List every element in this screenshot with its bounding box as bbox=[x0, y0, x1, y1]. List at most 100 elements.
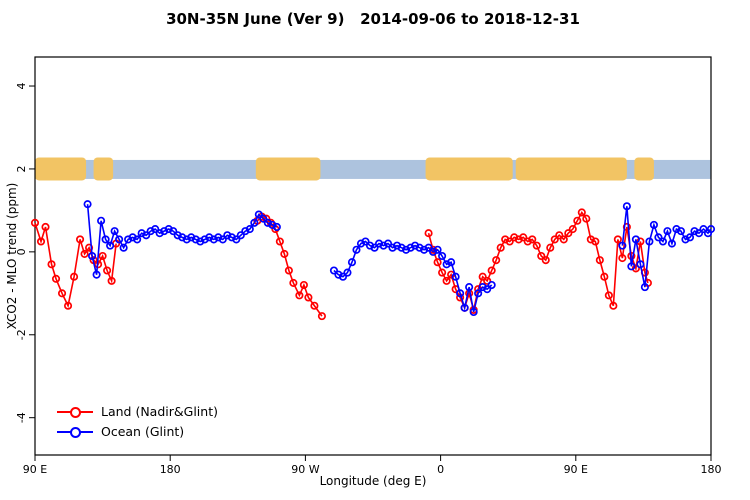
data-point-marker bbox=[338, 272, 348, 281]
data-point-marker bbox=[694, 229, 704, 238]
data-point-marker bbox=[483, 285, 492, 294]
data-point-marker bbox=[173, 231, 182, 240]
map-strip-land bbox=[93, 157, 114, 181]
data-point-marker bbox=[685, 233, 695, 242]
data-point-marker bbox=[420, 245, 429, 254]
data-point-marker bbox=[600, 272, 609, 281]
data-point-marker bbox=[110, 227, 119, 236]
data-point-marker bbox=[501, 235, 510, 244]
data-point-marker bbox=[241, 227, 250, 236]
series-line bbox=[34, 222, 117, 309]
data-point-marker bbox=[613, 235, 622, 244]
data-point-marker bbox=[374, 239, 384, 248]
data-point-marker bbox=[433, 258, 442, 267]
data-point-marker bbox=[352, 245, 361, 254]
data-point-marker bbox=[667, 239, 676, 248]
data-point-marker bbox=[658, 237, 667, 246]
x-tick-label: 0 bbox=[437, 463, 444, 476]
data-point-marker bbox=[299, 280, 308, 290]
legend-marker-land-icon bbox=[57, 404, 93, 420]
data-point-marker bbox=[317, 312, 326, 321]
data-point-marker bbox=[573, 216, 582, 225]
data-point-marker bbox=[263, 218, 272, 227]
data-point-marker bbox=[209, 235, 218, 244]
series-line bbox=[256, 215, 323, 317]
data-point-marker bbox=[250, 218, 259, 227]
data-point-marker bbox=[119, 243, 128, 252]
data-point-marker bbox=[76, 235, 85, 244]
data-point-marker bbox=[681, 235, 690, 244]
data-point-marker bbox=[388, 243, 397, 252]
data-point-marker bbox=[146, 227, 155, 236]
data-point-marker bbox=[401, 245, 411, 254]
data-point-marker bbox=[591, 237, 600, 246]
data-point-marker bbox=[586, 235, 595, 244]
legend-item-land: Land (Nadir&Glint) bbox=[57, 404, 218, 420]
legend-label-land: Land (Nadir&Glint) bbox=[101, 404, 218, 419]
data-point-marker bbox=[537, 251, 546, 261]
data-point-marker bbox=[280, 249, 289, 258]
data-point-marker bbox=[160, 227, 169, 236]
data-point-marker bbox=[304, 293, 313, 302]
data-point-marker bbox=[133, 235, 142, 244]
data-point-marker bbox=[178, 233, 187, 242]
data-point-marker bbox=[618, 241, 627, 250]
series-line bbox=[621, 206, 712, 288]
data-point-marker bbox=[424, 243, 433, 252]
data-point-marker bbox=[268, 220, 277, 229]
data-point-marker bbox=[36, 237, 46, 246]
data-point-marker bbox=[442, 276, 451, 285]
data-point-marker bbox=[528, 235, 537, 244]
data-point-marker bbox=[356, 239, 366, 248]
legend-circle-land-icon bbox=[70, 407, 81, 418]
data-point-marker bbox=[622, 222, 631, 232]
plot-border bbox=[34, 56, 712, 456]
data-point-marker bbox=[275, 237, 284, 246]
data-point-marker bbox=[98, 251, 107, 261]
data-point-marker bbox=[627, 262, 636, 271]
data-point-marker bbox=[568, 225, 577, 234]
data-point-marker bbox=[706, 225, 716, 234]
data-point-marker bbox=[636, 237, 645, 246]
data-point-marker bbox=[550, 235, 559, 244]
x-tick-label: 90 W bbox=[291, 463, 319, 476]
data-point-marker bbox=[200, 235, 209, 244]
data-point-marker bbox=[672, 225, 681, 234]
map-strip-land bbox=[515, 157, 627, 181]
data-point-marker bbox=[88, 251, 97, 261]
y-tick-label: -4 bbox=[15, 412, 28, 423]
chart-title: 30N-35N June (Ver 9) 2014-09-06 to 2018-… bbox=[166, 10, 580, 28]
data-point-marker bbox=[604, 291, 613, 300]
data-point-marker bbox=[559, 235, 568, 244]
x-tick-label: 180 bbox=[701, 463, 722, 476]
data-point-marker bbox=[51, 274, 61, 283]
data-point-marker bbox=[103, 266, 112, 275]
data-point-marker bbox=[196, 237, 205, 246]
data-point-marker bbox=[83, 200, 92, 209]
data-point-marker bbox=[137, 229, 146, 238]
data-point-marker bbox=[411, 241, 420, 250]
legend-marker-ocean-icon bbox=[57, 424, 93, 440]
y-tick-label: 4 bbox=[15, 83, 28, 90]
data-point-marker bbox=[415, 243, 424, 252]
data-point-marker bbox=[92, 270, 101, 279]
data-point-marker bbox=[438, 268, 447, 277]
legend-item-ocean: Ocean (Glint) bbox=[57, 424, 218, 440]
data-point-marker bbox=[645, 237, 654, 246]
data-point-marker bbox=[187, 233, 196, 242]
data-point-marker bbox=[451, 272, 460, 281]
data-point-marker bbox=[663, 227, 672, 236]
data-point-marker bbox=[699, 225, 708, 234]
data-point-marker bbox=[460, 303, 469, 312]
data-point-marker bbox=[519, 233, 528, 242]
data-point-marker bbox=[487, 280, 496, 290]
data-point-marker bbox=[514, 235, 523, 244]
data-point-marker bbox=[232, 235, 241, 244]
y-tick-label: 0 bbox=[15, 248, 28, 255]
data-point-marker bbox=[272, 222, 281, 232]
data-point-marker bbox=[30, 218, 40, 227]
data-point-marker bbox=[259, 214, 268, 223]
data-point-marker bbox=[191, 235, 200, 244]
data-point-marker bbox=[284, 266, 293, 275]
